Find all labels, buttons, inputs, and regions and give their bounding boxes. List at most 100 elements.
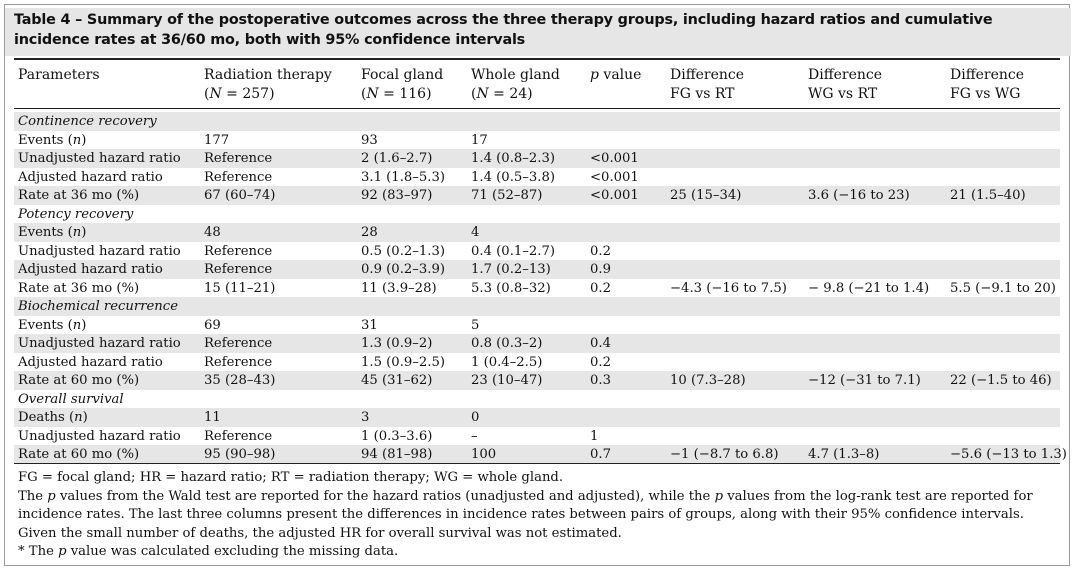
table-cell: 0 [471, 410, 480, 425]
table-cell: 177 [204, 132, 230, 148]
header-rule [14, 108, 1060, 109]
table-cell: Reference [204, 428, 273, 444]
table-cell: Reference [204, 169, 273, 185]
header-line1: Parameters [18, 67, 100, 83]
table-cell: 2 (1.6–2.7) [361, 151, 433, 166]
table-cell: 94 (81–98) [361, 447, 433, 462]
table-cell: 23 (10–47) [471, 373, 543, 388]
top-rule [14, 58, 1060, 60]
caption-background [5, 8, 1071, 56]
bottom-rule [14, 463, 1060, 464]
header-line1: Difference [670, 67, 745, 83]
header-parameters: Parameters [18, 66, 100, 85]
table-cell: 0.4 [590, 336, 611, 351]
footnote: * The p value was calculated excluding t… [18, 544, 399, 559]
table-cell: 1.5 (0.9–2.5) [361, 354, 445, 370]
row-label: Rate at 60 mo (%) [18, 373, 140, 388]
table-cell: 1.4 (0.8–2.3) [471, 151, 555, 166]
row-label: Rate at 60 mo (%) [18, 447, 140, 462]
table-cell: −12 (−31 to 7.1) [808, 373, 921, 388]
table-cell: 1.3 (0.9–2) [361, 336, 433, 351]
header-line2: WG vs RT [808, 86, 878, 102]
table-row: Events (n) 48 28 4 [14, 223, 1060, 242]
table-cell: 15 (11–21) [204, 280, 276, 296]
table-cell: – [471, 428, 478, 444]
table-cell: 69 [204, 317, 221, 333]
section-row: Overall survival [14, 390, 1060, 409]
header-line1: Difference [950, 67, 1025, 83]
header-line2: FG vs WG [950, 86, 1021, 102]
table-row: Unadjusted hazard ratio Reference 1 (0.3–3… [14, 427, 1060, 446]
header-diff-fg-wg: Difference FG vs WG [950, 66, 1024, 104]
table-cell: 5.3 (0.8–32) [471, 280, 551, 296]
table-row: Rate at 36 mo (%) 15 (11–21) 11 (3.9–28) 5.… [14, 279, 1060, 298]
table-cell: Reference [204, 243, 273, 259]
header-line2: (N = 257) [204, 86, 275, 102]
row-label: Rate at 36 mo (%) [18, 188, 140, 203]
table-cell: 1 [590, 428, 599, 444]
table-cell: 0.9 (0.2–3.9) [361, 262, 445, 277]
table-cell: 71 (52–87) [471, 188, 543, 203]
table-cell: 0.3 [590, 373, 611, 388]
table-cell: 92 (83–97) [361, 188, 433, 203]
row-label: Unadjusted hazard ratio [18, 151, 181, 166]
table-cell: 3.6 (−16 to 23) [808, 188, 910, 203]
table-cell: −5.6 (−13 to 1.3) [950, 447, 1067, 462]
table-cell: 4 [471, 225, 480, 240]
pvalue-note: The p values from the Wald test are repo… [18, 488, 1033, 541]
table-notes: FG = focal gland; HR = hazard ratio; RT … [18, 469, 1058, 562]
header-line1: Focal gland [361, 67, 444, 83]
table-cell: 11 (3.9–28) [361, 280, 437, 296]
table-cell: 5 [471, 317, 480, 333]
header-diff-wg-rt: Difference WG vs RT [808, 66, 882, 104]
table-cell: 17 [471, 132, 488, 148]
table-cell: 0.2 [590, 243, 611, 259]
table-cell: 31 [361, 317, 378, 333]
table-cell: 0.5 (0.2–1.3) [361, 243, 445, 259]
table-cell: 1 (0.4–2.5) [471, 354, 543, 370]
table-row: Adjusted hazard ratio Reference 1.5 (0.9–2… [14, 353, 1060, 372]
table-cell: <0.001 [590, 169, 639, 185]
table-cell: 0.9 [590, 262, 611, 277]
table-cell: −4.3 (−16 to 7.5) [670, 280, 787, 296]
table-cell: 35 (28–43) [204, 373, 276, 388]
table-cell: 45 (31–62) [361, 373, 433, 388]
table-cell: Reference [204, 262, 273, 277]
table-cell: 100 [471, 447, 497, 462]
header-line1: Radiation therapy [204, 67, 332, 83]
table-cell: Reference [204, 354, 273, 370]
table-cell: 25 (15–34) [670, 188, 742, 203]
table-cell: <0.001 [590, 188, 639, 203]
table-row: Adjusted hazard ratio Reference 0.9 (0.2–3… [14, 260, 1060, 279]
header-whole-gland: Whole gland (N = 24) [471, 66, 560, 104]
header-focal-gland: Focal gland (N = 116) [361, 66, 443, 104]
table-cell: 21 (1.5–40) [950, 188, 1026, 203]
section-label: Potency recovery [18, 206, 134, 222]
table-row: Events (n) 177 93 17 [14, 131, 1060, 150]
table-cell: 3.1 (1.8–5.3) [361, 169, 445, 185]
table-cell: Reference [204, 151, 273, 166]
table-cell: 0.2 [590, 280, 611, 296]
table-row: Unadjusted hazard ratio Reference 1.3 (0.9… [14, 334, 1060, 353]
table-row: Events (n) 69 31 5 [14, 316, 1060, 335]
row-label: Rate at 36 mo (%) [18, 280, 140, 296]
table-cell: 3 [361, 410, 370, 425]
table-cell: 22 (−1.5 to 46) [950, 373, 1052, 388]
header-p-value: p value [590, 67, 642, 83]
table-cell: 10 (7.3–28) [670, 373, 746, 388]
table-row: Rate at 60 mo (%) 95 (90–98) 94 (81–98) 100… [14, 445, 1067, 464]
section-label: Biochemical recurrence [18, 299, 178, 314]
header-diff-fg-rt: Difference FG vs RT [670, 66, 744, 104]
row-label: Events (n) [18, 225, 87, 240]
table-row: Rate at 60 mo (%) 35 (28–43) 45 (31–62) 23 … [14, 371, 1060, 390]
table-row: Unadjusted hazard ratio Reference 2 (1.6–2… [14, 149, 1060, 168]
row-label: Unadjusted hazard ratio [18, 336, 181, 351]
header-line2: (N = 116) [361, 86, 432, 102]
table-cell: − 9.8 (−21 to 1.4) [808, 280, 930, 296]
table-cell: 1 (0.3–3.6) [361, 428, 433, 444]
table-cell: −1 (−8.7 to 6.8) [670, 447, 779, 462]
table-cell: 5.5 (−9.1 to 20) [950, 280, 1056, 296]
header-line2: FG vs RT [670, 86, 735, 102]
row-label: Unadjusted hazard ratio [18, 243, 181, 259]
header-line2: (N = 24) [471, 86, 533, 102]
